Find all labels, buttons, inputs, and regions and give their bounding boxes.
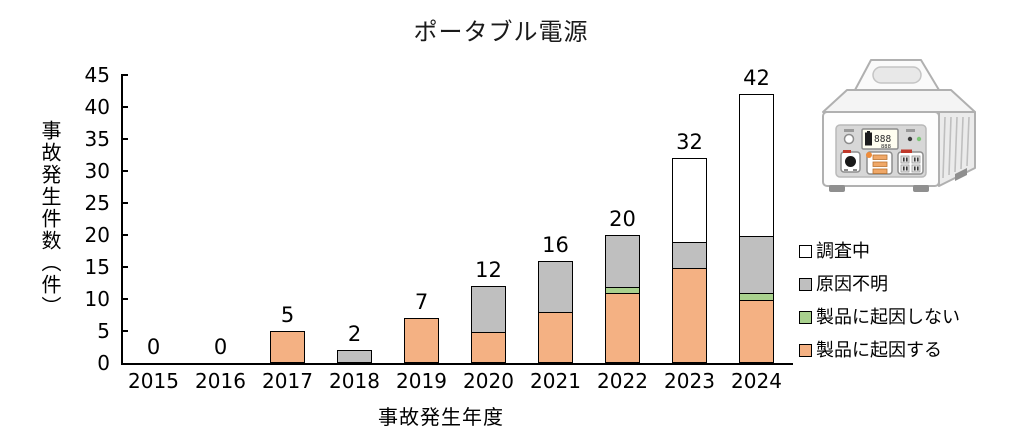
display-subdigits: 888 [881, 144, 891, 150]
y-tick-label: 30 [84, 159, 110, 183]
bar-segment [739, 94, 774, 237]
display-button [843, 129, 855, 145]
bar-total-label: 0 [146, 335, 161, 359]
legend-swatch [799, 311, 812, 324]
bar-total-label: 16 [542, 232, 569, 257]
legend-item: 調査中 [799, 241, 960, 262]
bar-segment [739, 235, 774, 295]
x-axis-title: 事故発生年度 [378, 405, 504, 429]
stacked-bar-2019 [404, 318, 439, 363]
y-tick-label: 40 [84, 95, 110, 119]
y-axis-title: 事故発生件数（件） [38, 120, 62, 318]
y-axis-tick [121, 170, 128, 172]
bar-segment [471, 331, 506, 363]
x-tick-label: 2022 [597, 369, 648, 393]
legend-label: 製品に起因しない [816, 307, 960, 328]
bar-segment [404, 318, 439, 363]
chart-title: ポータブル電源 [413, 18, 589, 46]
stacked-bar-2022 [605, 235, 640, 363]
legend-label: 製品に起因する [816, 340, 942, 361]
y-axis-tick [121, 266, 128, 268]
bar-segment [538, 311, 573, 363]
x-tick-label: 2024 [731, 369, 782, 393]
device-top [822, 89, 976, 113]
stacked-bar-2020 [471, 286, 506, 363]
y-axis-tick [121, 234, 128, 236]
bar-segment [739, 299, 774, 363]
bar-total-label: 2 [347, 322, 362, 347]
x-tick-label: 2019 [396, 369, 447, 393]
legend-swatch [799, 245, 812, 258]
bar-segment [337, 350, 372, 363]
bar-total-label: 5 [280, 303, 295, 327]
y-axis-tick [121, 106, 128, 108]
x-tick-label: 2021 [530, 369, 581, 393]
y-tick-label: 20 [84, 223, 110, 247]
legend-item: 製品に起因する [799, 340, 960, 361]
display-digits: 888 [874, 134, 891, 145]
y-tick-label: 15 [84, 255, 110, 279]
legend: 調査中原因不明製品に起因しない 製品に起因する [799, 241, 960, 373]
battery-icon [865, 132, 872, 146]
stacked-bar-2021 [538, 260, 573, 363]
x-tick-label: 2017 [262, 369, 313, 393]
input-indicator [906, 129, 922, 142]
x-tick-label: 2020 [463, 369, 514, 393]
x-tick-label: 2023 [664, 369, 715, 393]
bar-segment [538, 260, 573, 314]
legend-item: 原因不明 [799, 274, 960, 295]
device-feet [829, 168, 967, 192]
legend-swatch [799, 278, 812, 291]
bar-segment [672, 267, 707, 363]
y-tick-label: 45 [84, 63, 110, 87]
dc-socket [840, 150, 861, 173]
y-axis-tick [121, 298, 128, 300]
y-tick-label: 25 [84, 191, 110, 215]
bar-total-label: 20 [609, 207, 636, 231]
stacked-bar-2018 [337, 350, 372, 363]
plot-area [121, 75, 793, 365]
y-tick-label: 5 [97, 319, 110, 343]
display-screen: 888 888 [861, 128, 899, 150]
bar-total-label: 0 [213, 335, 228, 359]
bar-segment [672, 158, 707, 243]
legend-swatch [799, 344, 812, 357]
y-axis-tick [121, 138, 128, 140]
bar-segment [471, 286, 506, 333]
bar-segment [605, 292, 640, 363]
bar-total-label: 32 [676, 130, 703, 155]
handle-icon [854, 59, 940, 91]
stacked-bar-2017 [270, 331, 305, 363]
bar-total-label: 42 [743, 66, 770, 91]
y-tick-label: 10 [84, 287, 110, 311]
x-tick-label: 2015 [128, 369, 179, 393]
y-tick-label: 0 [97, 351, 110, 375]
bar-total-label: 12 [475, 258, 502, 283]
y-axis-tick [121, 330, 128, 332]
y-tick-label: 35 [84, 127, 110, 151]
stacked-bar-2023 [672, 158, 707, 363]
bar-segment [672, 241, 707, 269]
bar-total-label: 7 [414, 290, 429, 315]
stacked-bar-2024 [739, 94, 774, 363]
usb-ports [866, 151, 893, 175]
x-tick-label: 2016 [195, 369, 246, 393]
bar-segment [605, 235, 640, 288]
x-tick-label: 2018 [329, 369, 380, 393]
portable-power-station-illustration: 888 888 [822, 59, 976, 192]
bar-segment [270, 331, 305, 363]
legend-label: 調査中 [816, 241, 870, 262]
ac-outlets [897, 149, 924, 175]
y-axis-tick [121, 74, 128, 76]
legend-item: 製品に起因しない [799, 307, 960, 328]
y-axis-tick [121, 202, 128, 204]
legend-label: 原因不明 [816, 274, 888, 295]
